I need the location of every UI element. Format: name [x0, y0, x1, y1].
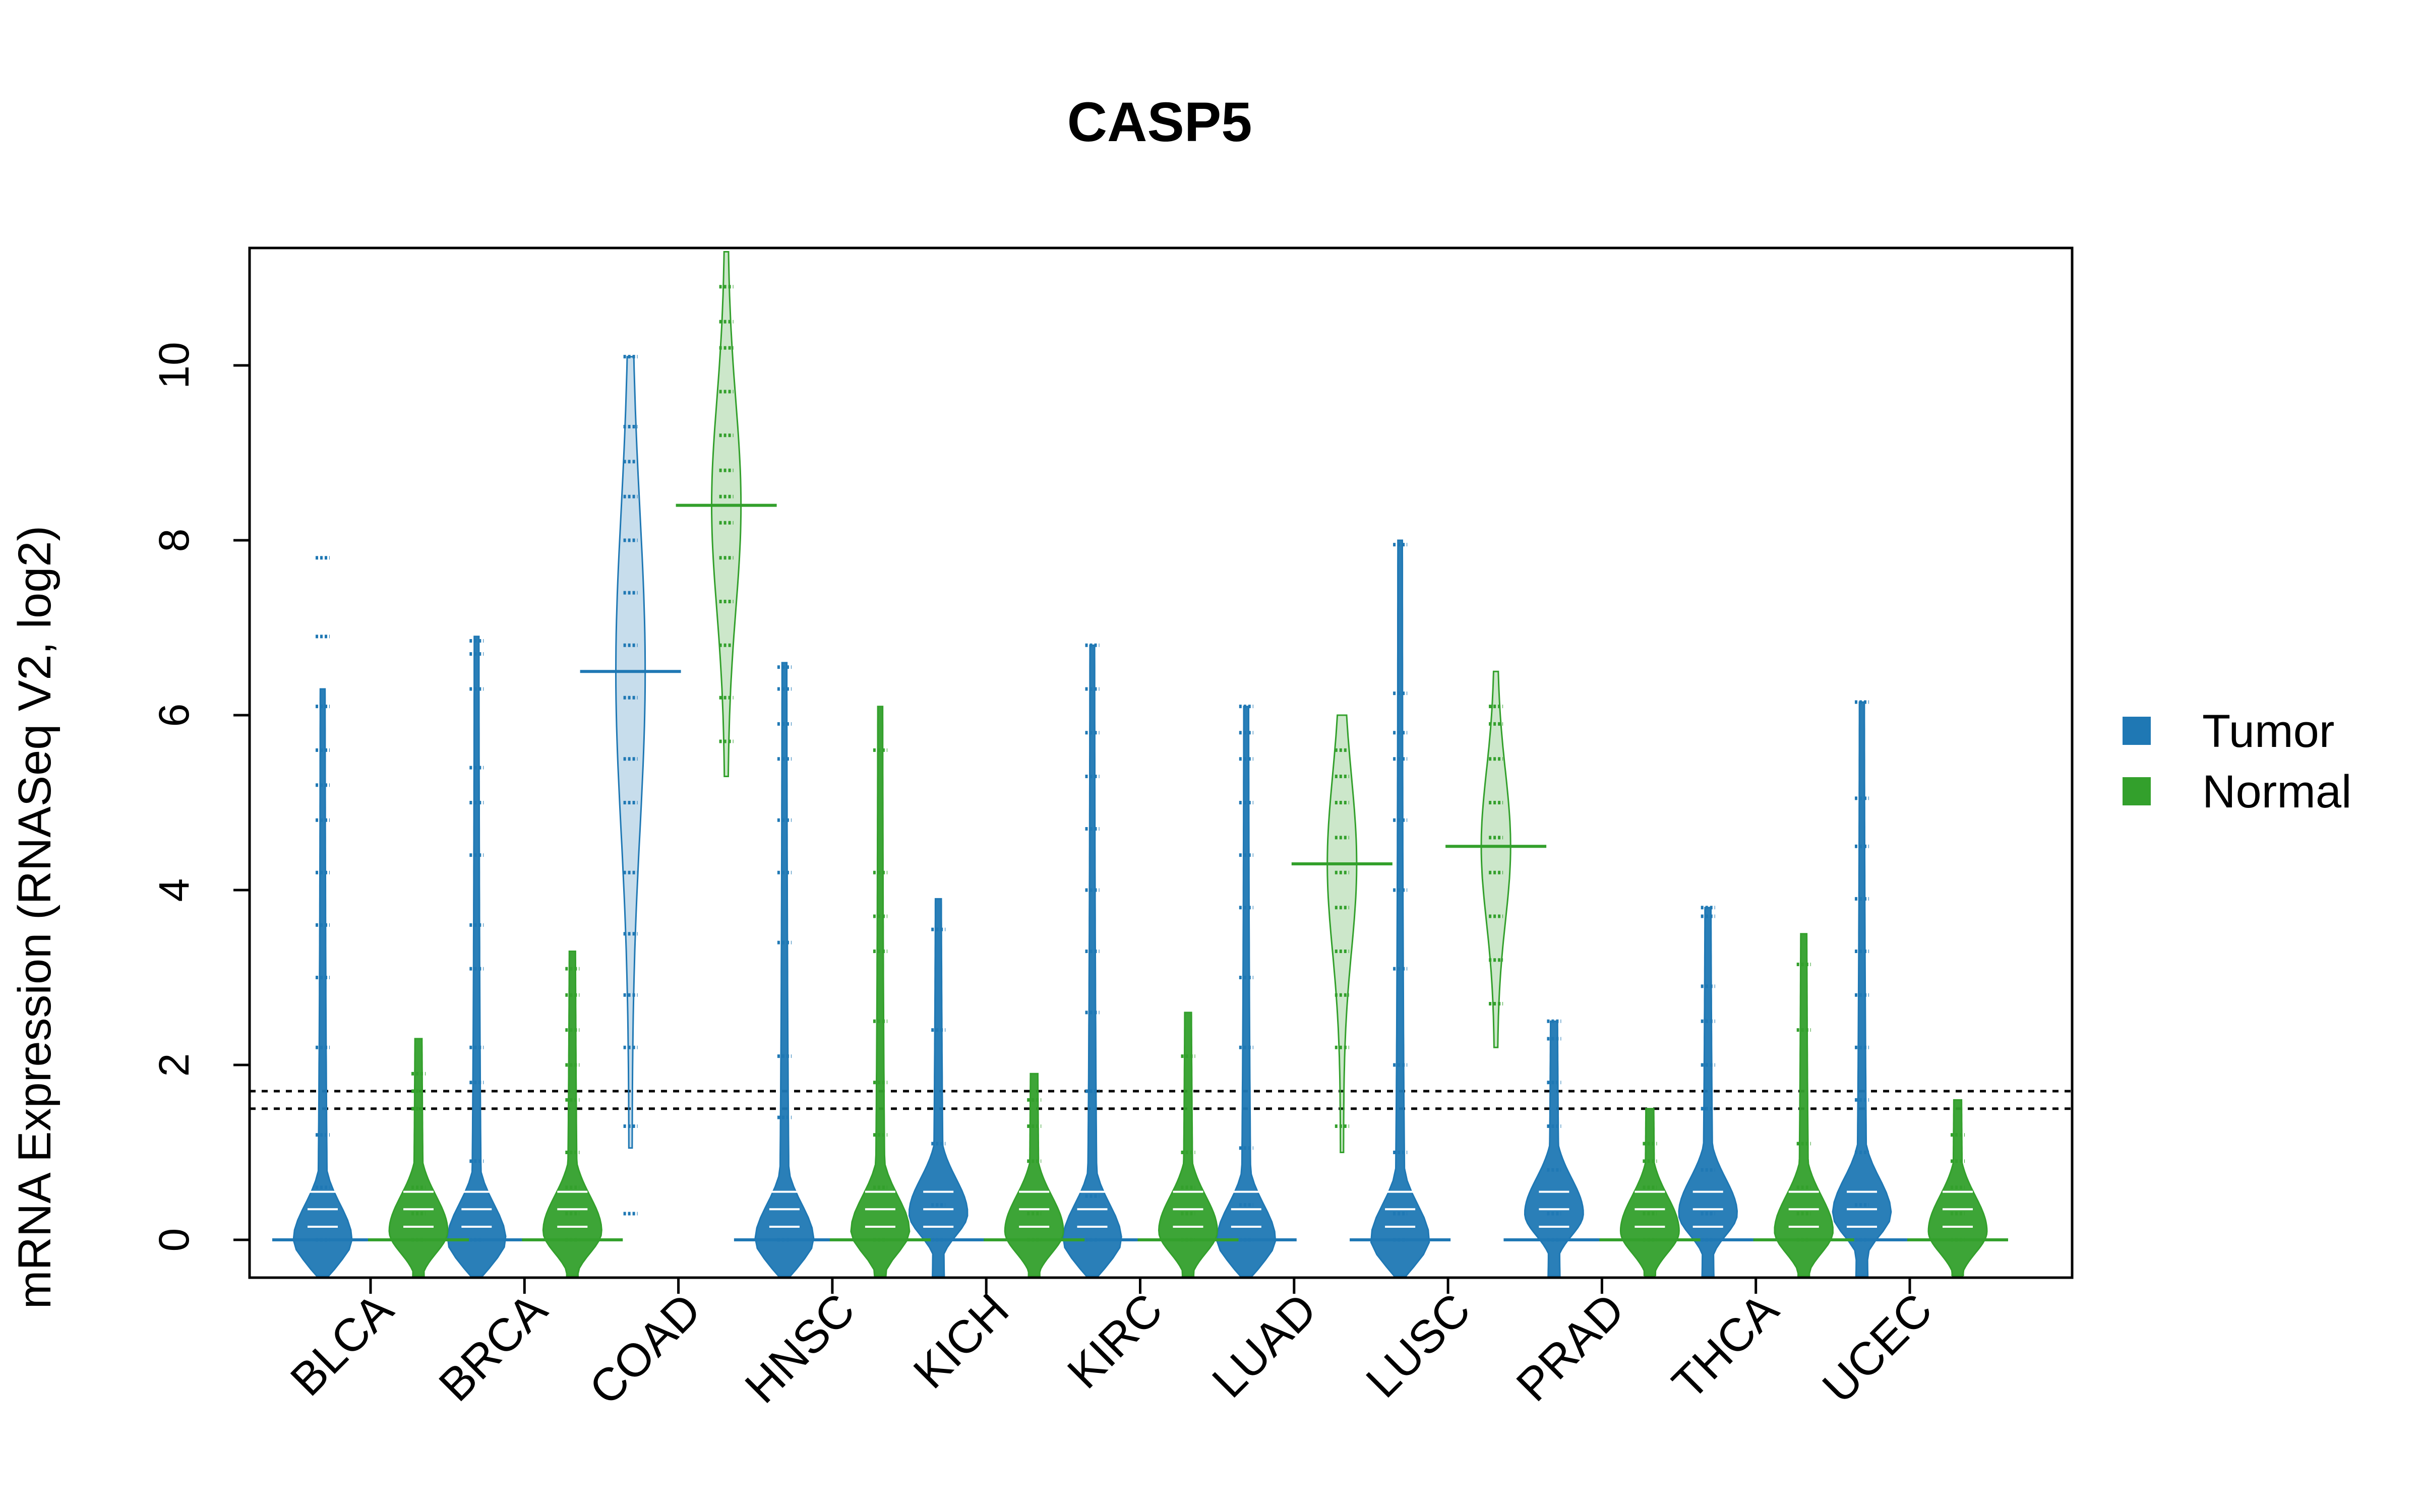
- y-tick-label: 2: [150, 1053, 198, 1077]
- bean-shape: [710, 251, 742, 777]
- bean-shape: [1004, 1073, 1064, 1277]
- bean-shape: [1326, 714, 1358, 1153]
- legend-swatch-tumor: [2123, 717, 2151, 745]
- x-axis: BLCA BRCA COAD HNSC KICH KIRC LUAD LUSC PRAD THCA…: [281, 1278, 1942, 1415]
- bean-tumor-prad: [1503, 1019, 1605, 1277]
- bean-tumor-blca: [272, 556, 373, 1277]
- bean-normal-lusc: [1445, 670, 1547, 1048]
- bean-tumor-brca: [426, 636, 527, 1277]
- bean-shape: [1216, 706, 1277, 1277]
- bean-shape: [542, 951, 602, 1277]
- y-axis-label: mRNA Expression (RNASeq V2, log2): [9, 526, 60, 1309]
- reference-lines: [250, 1090, 2072, 1110]
- plot-frame: [248, 246, 2074, 1279]
- bean-shape: [1062, 644, 1122, 1277]
- beans: [272, 251, 2008, 1277]
- y-tick-label: 8: [150, 529, 198, 552]
- y-tick-label: 4: [150, 878, 198, 902]
- bean-shape: [908, 898, 969, 1277]
- bean-tumor-luad: [1195, 705, 1297, 1277]
- y-tick-label: 6: [150, 704, 198, 727]
- bean-normal-brca: [522, 951, 623, 1277]
- bean-normal-kirc: [1137, 1012, 1239, 1277]
- x-tick-label-kirc: KIRC: [1058, 1284, 1173, 1399]
- x-tick-label-ucec: UCEC: [1813, 1284, 1942, 1413]
- legend-label-normal: Normal: [2202, 766, 2351, 817]
- y-tick-label: 0: [150, 1228, 198, 1252]
- bean-shape: [1524, 1020, 1584, 1277]
- bean-shape: [754, 662, 815, 1277]
- legend-label-tumor: Tumor: [2202, 706, 2334, 757]
- bean-shape: [1774, 933, 1834, 1277]
- bean-shape: [615, 356, 646, 1149]
- bean-shape: [1480, 670, 1511, 1048]
- bean-shape: [850, 706, 911, 1277]
- bean-tumor-ucec: [1811, 700, 1912, 1277]
- bean-normal-hnsc: [829, 706, 931, 1277]
- bean-shape: [388, 1038, 449, 1277]
- x-tick-label-blca: BLCA: [281, 1284, 403, 1406]
- y-axis: 0 2 4 6 8 10: [150, 342, 250, 1251]
- bean-tumor-kirc: [1042, 643, 1143, 1277]
- chart-title: CASP5: [1067, 91, 1252, 153]
- legend-swatch-normal: [2123, 777, 2151, 805]
- x-tick-label-brca: BRCA: [430, 1284, 557, 1411]
- x-tick-label-kich: KICH: [904, 1284, 1019, 1399]
- bean-tumor-lusc: [1350, 539, 1451, 1277]
- bean-shape: [447, 636, 507, 1277]
- x-tick-label-lusc: LUSC: [1357, 1284, 1481, 1408]
- bean-tumor-hnsc: [734, 662, 835, 1277]
- bean-normal-coad: [676, 251, 777, 777]
- bean-normal-thca: [1753, 933, 1854, 1277]
- x-tick-label-prad: PRAD: [1507, 1284, 1635, 1411]
- y-tick-label: 10: [150, 342, 198, 389]
- x-tick-label-coad: COAD: [580, 1284, 711, 1415]
- x-tick-label-hnsc: HNSC: [736, 1284, 865, 1413]
- x-tick-label-luad: LUAD: [1202, 1284, 1326, 1408]
- bean-shape: [1832, 701, 1892, 1277]
- bean-shape: [1370, 539, 1430, 1277]
- bean-normal-luad: [1291, 714, 1393, 1153]
- bean-normal-blca: [368, 1038, 469, 1277]
- bean-shape: [292, 688, 353, 1277]
- x-tick-label-thca: THCA: [1663, 1284, 1789, 1410]
- bean-normal-ucec: [1907, 1099, 2008, 1277]
- bean-tumor-coad: [580, 355, 681, 1216]
- bean-normal-prad: [1599, 1108, 1701, 1277]
- bean-shape: [1158, 1012, 1219, 1277]
- bean-normal-kich: [984, 1073, 1085, 1277]
- legend: Tumor Normal: [2123, 706, 2351, 817]
